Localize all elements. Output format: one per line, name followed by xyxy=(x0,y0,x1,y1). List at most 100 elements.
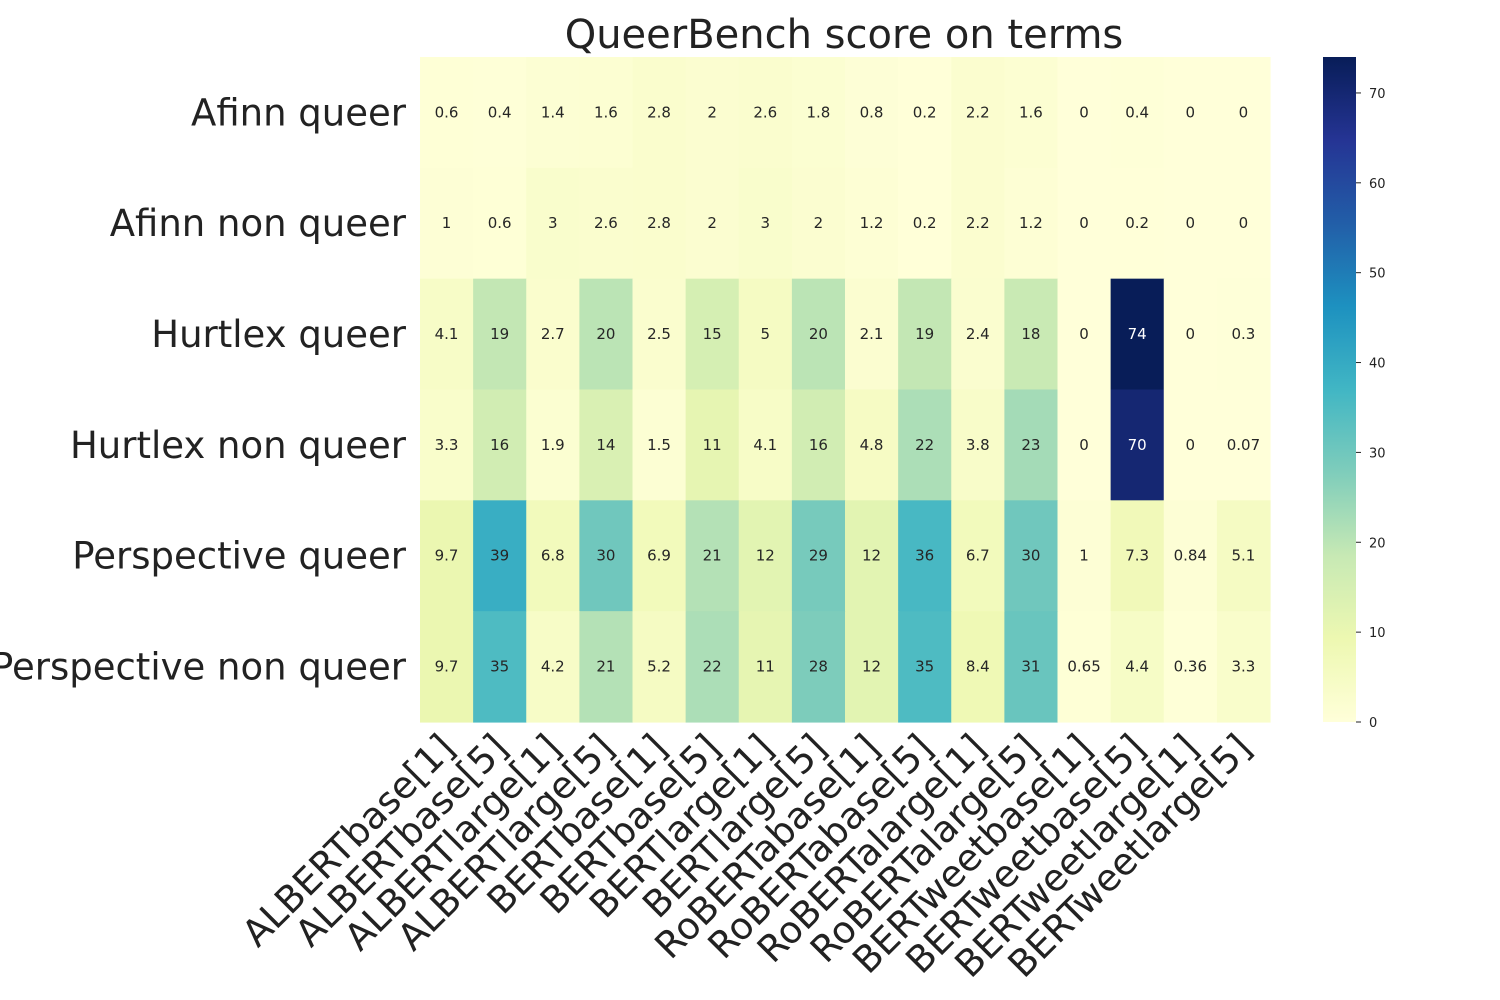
heatmap-cell xyxy=(951,57,1005,169)
cell-value-label: 2.6 xyxy=(594,214,618,232)
heatmap-cell xyxy=(845,500,899,612)
cell-value-label: 0.36 xyxy=(1174,658,1207,676)
cell-value-label: 4.4 xyxy=(1125,658,1149,676)
heatmap-cell xyxy=(473,389,527,501)
heatmap-cell xyxy=(791,167,846,280)
heatmap-cell xyxy=(632,167,687,280)
cell-value-label: 2.2 xyxy=(966,214,990,232)
colorbar-tick-label: 60 xyxy=(1369,177,1386,192)
heatmap-cell xyxy=(1216,611,1271,723)
heatmap-cell xyxy=(1004,278,1059,391)
cell-value-label: 0 xyxy=(1079,103,1089,121)
heatmap-cell xyxy=(898,389,952,501)
heatmap-cell xyxy=(579,500,634,612)
cell-value-label: 39 xyxy=(490,547,509,565)
cell-value-label: 4.8 xyxy=(860,436,884,454)
heatmap-cell xyxy=(1216,389,1271,501)
row-label: Perspective queer xyxy=(72,535,407,578)
cell-value-label: 1 xyxy=(442,214,452,232)
cell-value-label: 35 xyxy=(915,658,934,676)
heatmap-cell xyxy=(1163,611,1218,723)
cell-value-label: 0.4 xyxy=(488,103,512,121)
heatmap-cell xyxy=(845,611,899,723)
heatmap-cell xyxy=(526,167,580,280)
cell-value-label: 0.84 xyxy=(1174,547,1207,565)
cell-value-label: 2.7 xyxy=(541,325,565,343)
colorbar-tick-label: 30 xyxy=(1369,446,1386,461)
heatmap-cell xyxy=(951,278,1005,391)
cell-value-label: 4.1 xyxy=(435,325,459,343)
cell-value-label: 1 xyxy=(1079,547,1089,565)
cell-value-label: 3 xyxy=(761,214,771,232)
heatmap-cell xyxy=(473,57,527,169)
cell-value-label: 1.4 xyxy=(541,103,565,121)
heatmap-cell xyxy=(1216,167,1271,280)
cell-value-label: 12 xyxy=(862,547,881,565)
cell-value-label: 12 xyxy=(756,547,775,565)
colorbar-tick-label: 50 xyxy=(1369,267,1386,282)
colorbar-gradient xyxy=(1323,57,1356,722)
cell-value-label: 36 xyxy=(915,547,934,565)
heatmap-cell xyxy=(1057,278,1112,391)
cell-value-label: 29 xyxy=(809,547,828,565)
heatmap-cell xyxy=(951,167,1005,280)
cell-value-label: 1.6 xyxy=(1019,103,1043,121)
heatmap-cell xyxy=(1004,500,1059,612)
row-label: Hurtlex queer xyxy=(151,313,407,356)
heatmap-cell xyxy=(951,500,1005,612)
cell-value-label: 2 xyxy=(814,214,824,232)
cell-value-label: 0.6 xyxy=(488,214,512,232)
cell-value-label: 3.3 xyxy=(1232,658,1256,676)
cell-value-label: 2.1 xyxy=(860,325,884,343)
heatmap-cell xyxy=(1110,500,1165,612)
heatmap-cell xyxy=(1057,57,1112,169)
heatmap-cell xyxy=(632,500,687,612)
cell-value-label: 0 xyxy=(1079,214,1089,232)
heatmap-cell xyxy=(473,278,527,391)
cell-value-label: 0.2 xyxy=(913,214,937,232)
cell-value-label: 5 xyxy=(761,325,771,343)
cell-value-label: 0.65 xyxy=(1067,658,1100,676)
cell-value-label: 2.5 xyxy=(647,325,671,343)
row-label: Afinn non queer xyxy=(110,202,407,245)
heatmap-cell xyxy=(420,278,474,391)
heatmap-cell xyxy=(526,500,580,612)
heatmap-cell xyxy=(632,57,687,169)
cell-value-label: 7.3 xyxy=(1125,547,1149,565)
cell-value-label: 74 xyxy=(1128,325,1147,343)
heatmap-cell xyxy=(738,167,793,280)
heatmap-cell xyxy=(791,389,846,501)
heatmap-cell xyxy=(685,500,740,612)
heatmap-cell xyxy=(1110,57,1165,169)
cell-value-label: 9.7 xyxy=(435,658,459,676)
cell-value-label: 15 xyxy=(703,325,722,343)
heatmap-cell xyxy=(898,167,952,280)
cell-value-label: 0 xyxy=(1186,214,1196,232)
heatmap-cell xyxy=(1004,611,1059,723)
cell-value-label: 0.6 xyxy=(435,103,459,121)
heatmap-cell xyxy=(845,389,899,501)
heatmap-cell xyxy=(473,500,527,612)
heatmap-cell xyxy=(1163,167,1218,280)
heatmap-cell xyxy=(951,389,1005,501)
cell-value-label: 8.4 xyxy=(966,658,990,676)
heatmap-cell xyxy=(1004,167,1059,280)
column-labels: ALBERTbase[1]ALBERTbase[5]ALBERTlarge[1]… xyxy=(234,726,1260,986)
heatmap-cell xyxy=(579,278,634,391)
cell-value-label: 0 xyxy=(1186,325,1196,343)
cell-value-label: 31 xyxy=(1021,658,1040,676)
row-label: Hurtlex non queer xyxy=(70,424,407,467)
cell-value-label: 2.2 xyxy=(966,103,990,121)
heatmap-cell xyxy=(1110,278,1165,391)
cell-value-label: 21 xyxy=(703,547,722,565)
heatmap-cells: 0.6 0.4 1.4 1.6 2.8 2 2.6 1.8 0.8 0.2 2.2 1.6 0 0.4 0 0… xyxy=(420,57,1271,723)
heatmap-cell xyxy=(1057,500,1112,612)
heatmap-cell xyxy=(685,389,740,501)
heatmap-cell xyxy=(1163,278,1218,391)
heatmap-cell xyxy=(685,611,740,723)
heatmap-cell xyxy=(420,167,474,280)
cell-value-label: 12 xyxy=(862,658,881,676)
heatmap-cell xyxy=(685,57,740,169)
cell-value-label: 0 xyxy=(1239,214,1249,232)
cell-value-label: 22 xyxy=(703,658,722,676)
